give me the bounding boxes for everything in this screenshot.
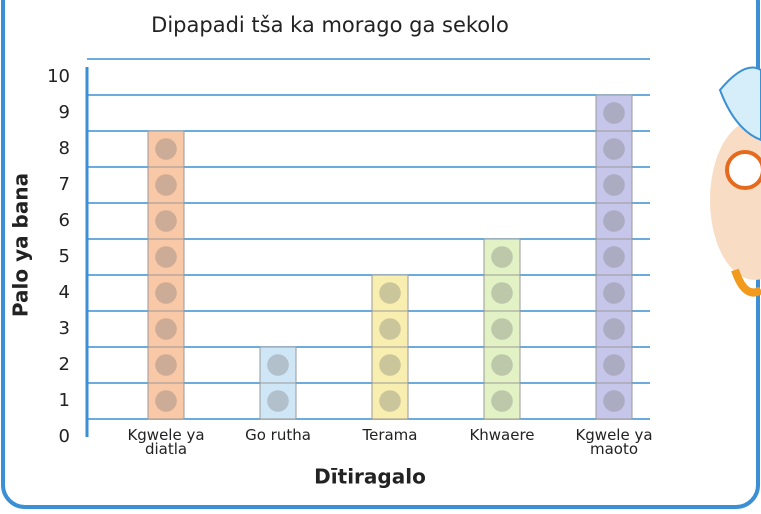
icon (267, 390, 289, 412)
icon (603, 246, 625, 268)
icon (491, 354, 513, 376)
x-tick-label: Go rutha (238, 428, 318, 442)
icon (155, 354, 177, 376)
y-tick-label: 8 (59, 138, 70, 159)
pictograph-column (260, 347, 296, 419)
pictograph-column (148, 131, 184, 419)
pictograph-column (596, 95, 632, 419)
icon (155, 246, 177, 268)
icon (155, 318, 177, 340)
icon (603, 102, 625, 124)
x-tick-label: Kgwele ya diatla (126, 428, 206, 456)
icon (603, 210, 625, 232)
icon (155, 210, 177, 232)
y-tick-label: 7 (59, 174, 70, 195)
page: Dipapadi tša ka morago ga sekolo Dītirag… (0, 0, 761, 510)
icon (491, 282, 513, 304)
icon (603, 390, 625, 412)
icon (603, 354, 625, 376)
icon (155, 390, 177, 412)
y-tick-label: 1 (59, 390, 70, 411)
y-tick-label: 3 (59, 318, 70, 339)
icon (155, 282, 177, 304)
icon (603, 174, 625, 196)
y-tick-label: 6 (59, 210, 70, 231)
y-tick-label: 10 (47, 66, 70, 87)
icon (155, 174, 177, 196)
icon (491, 318, 513, 340)
icon (603, 282, 625, 304)
icon (603, 318, 625, 340)
icon (491, 390, 513, 412)
icon (267, 354, 289, 376)
y-axis-label: Palo ya bana (9, 173, 33, 317)
y-tick-label: 5 (59, 246, 70, 267)
x-tick-label: Kgwele ya maoto (574, 428, 654, 456)
icon (603, 138, 625, 160)
y-tick-label: 0 (59, 426, 70, 447)
pictograph-column (484, 239, 520, 419)
x-axis-label: Dītiragalo (314, 465, 426, 489)
y-tick-label: 2 (59, 354, 70, 375)
icon (379, 318, 401, 340)
x-tick-label: Khwaere (462, 428, 542, 442)
y-tick-label: 4 (59, 282, 70, 303)
chart-title: Dipapadi tša ka morago ga sekolo (151, 13, 509, 37)
icon (379, 390, 401, 412)
icon (155, 138, 177, 160)
icon (491, 246, 513, 268)
y-tick-label: 9 (59, 102, 70, 123)
pictograph-column (372, 275, 408, 419)
icon (379, 282, 401, 304)
icon (379, 354, 401, 376)
x-tick-label: Terama (350, 428, 430, 442)
